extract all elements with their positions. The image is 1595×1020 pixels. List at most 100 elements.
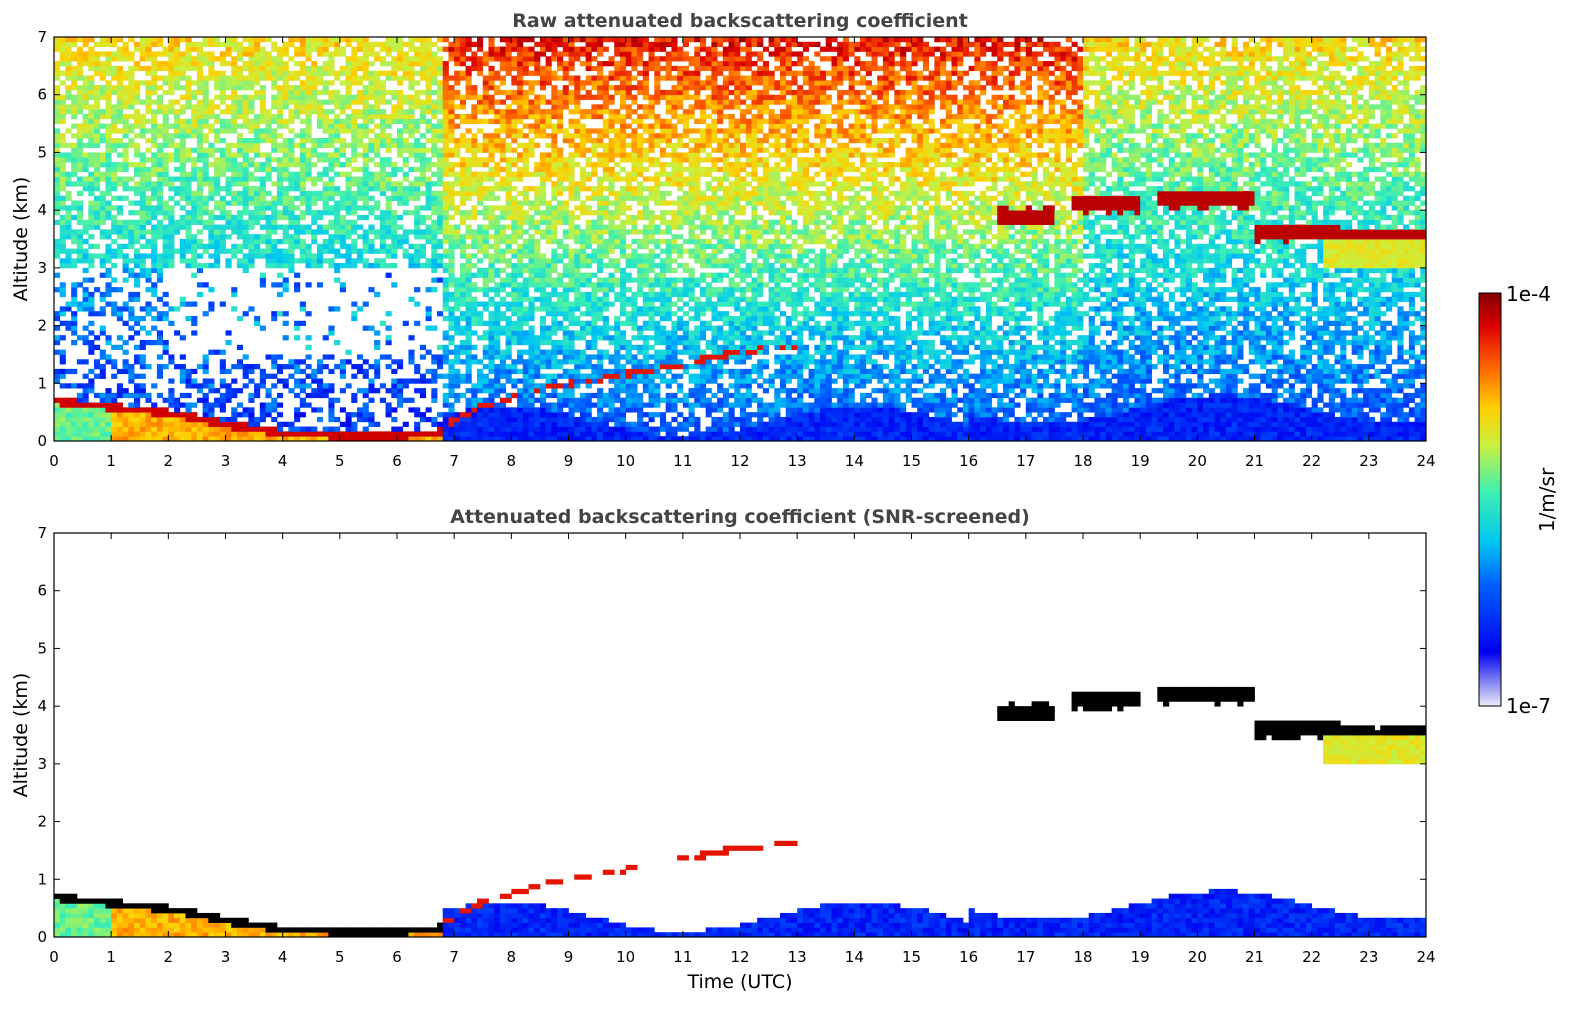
- heatmap-cell: [368, 205, 375, 211]
- heatmap-cell: [82, 412, 89, 418]
- heatmap-cell: [551, 344, 558, 351]
- heatmap-cell: [425, 311, 432, 317]
- heatmap-cell: [128, 200, 135, 206]
- heatmap-cell: [174, 123, 181, 129]
- heatmap-cell: [105, 253, 112, 259]
- heatmap-cell: [534, 354, 541, 360]
- heatmap-cell: [202, 147, 209, 153]
- heatmap-cell: [105, 421, 112, 427]
- heatmap-cell: [362, 85, 369, 91]
- heatmap-cell: [579, 416, 587, 423]
- heatmap-cell: [448, 388, 455, 394]
- heatmap-cell: [562, 263, 569, 269]
- heatmap-cell: [248, 397, 255, 403]
- heatmap-cell: [339, 214, 346, 221]
- heatmap-cell: [225, 51, 232, 57]
- heatmap-cell: [539, 85, 547, 91]
- heatmap-cell: [419, 75, 426, 81]
- heatmap-cell: [139, 46, 146, 52]
- heatmap-cell: [254, 128, 261, 134]
- heatmap-cell: [236, 258, 244, 264]
- heatmap-cell: [196, 70, 204, 76]
- heatmap-cell: [88, 171, 95, 177]
- heatmap-cell: [294, 359, 301, 365]
- heatmap-cell: [236, 133, 244, 139]
- heatmap-cell: [122, 431, 129, 437]
- heatmap-cell: [488, 80, 495, 86]
- heatmap-cell: [574, 190, 581, 197]
- heatmap-cell: [225, 152, 232, 158]
- heatmap-cell: [208, 109, 215, 115]
- heatmap-cell: [431, 142, 438, 149]
- heatmap-cell: [105, 205, 112, 211]
- heatmap-cell: [174, 65, 181, 72]
- heatmap-cell: [494, 344, 501, 351]
- heatmap-cell: [156, 186, 164, 192]
- heatmap-cell: [105, 65, 112, 72]
- heatmap-cell: [362, 392, 369, 399]
- heatmap-cell: [299, 80, 306, 86]
- heatmap-cell: [219, 162, 226, 168]
- heatmap-cell: [134, 61, 141, 67]
- heatmap-cell: [191, 421, 198, 427]
- heatmap-cell: [379, 258, 386, 264]
- heatmap-cell: [557, 243, 564, 250]
- heatmap-cell: [499, 229, 507, 235]
- heatmap-cell: [236, 263, 244, 269]
- heatmap-cell: [545, 41, 552, 48]
- heatmap-cell: [465, 41, 472, 48]
- heatmap-cell: [88, 291, 95, 298]
- heatmap-cell: [208, 214, 215, 221]
- heatmap-cell: [236, 219, 244, 225]
- heatmap-cell: [174, 118, 181, 124]
- heatmap-cell: [448, 109, 455, 115]
- heatmap-cell: [122, 113, 129, 120]
- heatmap-cell: [219, 214, 226, 221]
- heatmap-cell: [477, 99, 484, 105]
- heatmap-cell: [334, 152, 341, 158]
- heatmap-cell: [88, 181, 95, 187]
- heatmap-cell: [328, 109, 335, 115]
- heatmap-cell: [271, 431, 278, 437]
- heatmap-cell: [122, 70, 129, 76]
- heatmap-cell: [499, 301, 507, 307]
- heatmap-cell: [465, 37, 472, 43]
- heatmap-cell: [311, 41, 318, 48]
- heatmap-cell: [248, 138, 255, 144]
- heatmap-cell: [419, 263, 426, 269]
- heatmap-cell: [442, 65, 449, 72]
- heatmap-cell: [528, 306, 535, 312]
- heatmap-cell: [568, 37, 575, 43]
- heatmap-cell: [322, 431, 329, 437]
- heatmap-cell: [299, 378, 306, 384]
- heatmap-cell: [156, 431, 164, 437]
- heatmap-cell: [351, 431, 358, 437]
- heatmap-cell: [328, 258, 335, 264]
- heatmap-cell: [162, 349, 169, 355]
- heatmap-cell: [248, 118, 255, 124]
- heatmap-cell: [454, 162, 461, 168]
- heatmap-cell: [499, 157, 507, 163]
- heatmap-cell: [557, 340, 564, 346]
- heatmap-cell: [162, 315, 169, 322]
- heatmap-cell: [254, 113, 261, 120]
- heatmap-cell: [128, 239, 135, 245]
- heatmap-cell: [311, 152, 318, 158]
- heatmap-cell: [351, 147, 358, 153]
- heatmap-cell: [328, 70, 335, 76]
- heatmap-cell: [145, 157, 152, 163]
- heatmap-cell: [379, 138, 386, 144]
- heatmap-cell: [196, 80, 204, 86]
- heatmap-cell: [231, 118, 238, 124]
- heatmap-cell: [574, 291, 581, 298]
- heatmap-cell: [259, 407, 266, 413]
- heatmap-cell: [488, 426, 495, 432]
- heatmap-cell: [219, 205, 226, 211]
- heatmap-cell: [276, 133, 284, 139]
- heatmap-cell: [528, 325, 535, 331]
- heatmap-cell: [145, 407, 152, 413]
- heatmap-cell: [88, 407, 95, 413]
- heatmap-cell: [65, 56, 72, 62]
- heatmap-cell: [145, 37, 152, 43]
- heatmap-cell: [202, 378, 209, 384]
